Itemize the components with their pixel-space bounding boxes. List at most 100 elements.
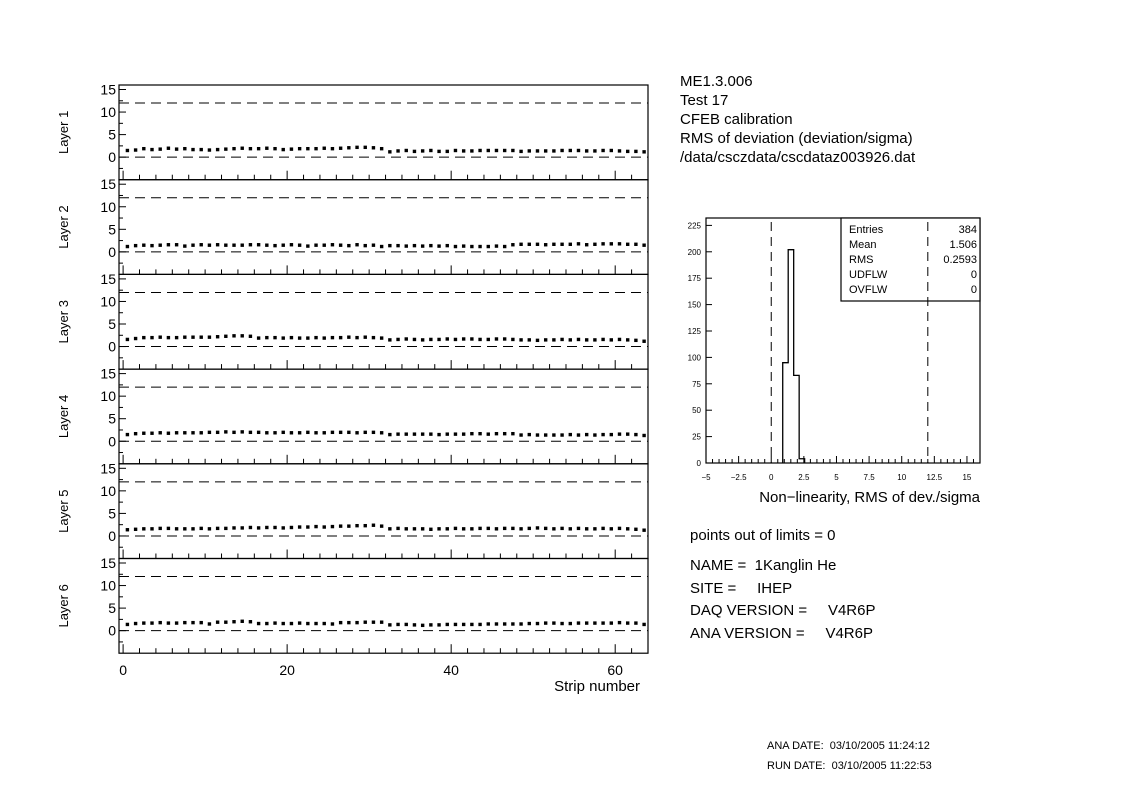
data-point bbox=[150, 527, 154, 531]
data-point bbox=[199, 335, 203, 339]
data-point bbox=[593, 149, 597, 153]
data-point bbox=[142, 527, 146, 531]
data-point bbox=[625, 432, 630, 436]
data-point bbox=[437, 623, 441, 627]
data-point bbox=[363, 523, 367, 528]
data-point bbox=[240, 334, 244, 338]
data-point bbox=[224, 430, 228, 434]
data-point bbox=[445, 622, 449, 627]
data-point bbox=[215, 335, 220, 339]
data-point bbox=[478, 431, 482, 436]
data-point bbox=[486, 337, 490, 342]
data-point bbox=[412, 243, 417, 248]
data-point bbox=[158, 620, 162, 625]
data-point bbox=[191, 431, 195, 435]
x-tick-label: 20 bbox=[279, 662, 295, 678]
data-point bbox=[519, 242, 523, 246]
data-point bbox=[388, 432, 392, 437]
data-point bbox=[584, 338, 589, 342]
data-point bbox=[552, 242, 556, 246]
y-tick-label: 0 bbox=[108, 339, 116, 355]
data-point bbox=[363, 620, 367, 624]
data-point bbox=[240, 619, 244, 623]
y-tick-label: 10 bbox=[100, 483, 116, 499]
y-tick-label: 15 bbox=[100, 366, 116, 382]
y-tick-label: 15 bbox=[100, 176, 116, 192]
data-point bbox=[388, 527, 392, 531]
header-text: ME1.3.006 Test 17 CFEB calibration RMS o… bbox=[680, 73, 916, 166]
data-point bbox=[511, 337, 515, 342]
y-tick-label: 25 bbox=[692, 433, 701, 442]
data-point bbox=[502, 622, 507, 626]
data-point bbox=[478, 622, 482, 627]
layer-label: Layer 5 bbox=[56, 489, 71, 532]
data-point bbox=[363, 430, 367, 435]
x-axis-label: Strip number bbox=[554, 678, 640, 695]
x-tick-label: 5 bbox=[834, 473, 839, 482]
data-point bbox=[412, 149, 417, 154]
data-point bbox=[232, 334, 236, 338]
data-point bbox=[379, 431, 384, 435]
data-point bbox=[191, 147, 195, 152]
data-point bbox=[199, 431, 203, 435]
data-point bbox=[445, 432, 449, 436]
data-point bbox=[133, 431, 138, 436]
layer-panel: 0 5 10 15 Layer 6 0 20 40 60 bbox=[56, 555, 649, 678]
data-point bbox=[289, 431, 294, 435]
x-tick-label: −5 bbox=[701, 473, 711, 482]
y-tick-label: 15 bbox=[100, 460, 116, 476]
data-point bbox=[273, 243, 277, 248]
data-point bbox=[461, 527, 466, 531]
data-point bbox=[133, 148, 138, 152]
data-point bbox=[486, 244, 490, 249]
data-point bbox=[379, 336, 384, 340]
data-point bbox=[543, 526, 548, 531]
data-point bbox=[215, 147, 220, 152]
data-point bbox=[396, 432, 400, 436]
y-tick-label: 0 bbox=[108, 433, 116, 449]
data-point bbox=[142, 335, 146, 340]
data-point bbox=[584, 432, 589, 437]
data-point bbox=[511, 431, 515, 436]
data-point bbox=[330, 335, 335, 340]
data-point bbox=[306, 621, 310, 626]
data-point bbox=[281, 243, 285, 247]
data-point bbox=[634, 242, 638, 246]
y-tick-label: 0 bbox=[697, 459, 702, 468]
data-point bbox=[404, 148, 408, 153]
data-point bbox=[584, 527, 589, 531]
data-point bbox=[142, 146, 146, 151]
stat-value: 1.506 bbox=[949, 239, 977, 251]
data-point bbox=[306, 336, 310, 340]
layer-panel: 0 5 10 15 Layer 5 bbox=[56, 460, 649, 560]
panel-frame bbox=[118, 179, 649, 275]
stat-value: 0 bbox=[971, 284, 977, 296]
data-point bbox=[396, 243, 400, 248]
layer-panel: 0 5 10 15 Layer 3 bbox=[56, 271, 649, 370]
data-point bbox=[265, 335, 269, 340]
data-point bbox=[519, 622, 523, 626]
data-point bbox=[494, 244, 499, 248]
data-point bbox=[240, 243, 244, 247]
data-point bbox=[289, 335, 294, 340]
data-point bbox=[158, 243, 162, 247]
data-point bbox=[453, 526, 458, 531]
data-point bbox=[256, 336, 261, 340]
histogram-outline bbox=[782, 249, 806, 463]
data-point bbox=[527, 432, 531, 437]
data-point bbox=[232, 146, 236, 151]
data-point bbox=[535, 621, 540, 626]
data-point bbox=[158, 526, 162, 531]
data-point bbox=[281, 430, 285, 435]
data-point bbox=[379, 146, 384, 151]
data-point bbox=[560, 433, 564, 437]
data-point bbox=[388, 338, 392, 342]
data-point bbox=[347, 430, 351, 435]
data-point bbox=[289, 621, 294, 626]
data-point bbox=[265, 431, 269, 435]
data-point bbox=[461, 432, 466, 436]
data-point bbox=[601, 148, 605, 153]
data-point bbox=[371, 335, 376, 340]
data-point bbox=[461, 337, 466, 341]
